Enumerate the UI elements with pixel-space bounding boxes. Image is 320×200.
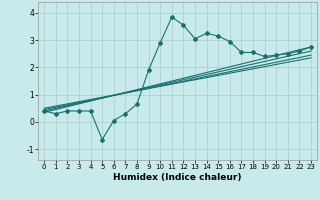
X-axis label: Humidex (Indice chaleur): Humidex (Indice chaleur): [113, 173, 242, 182]
